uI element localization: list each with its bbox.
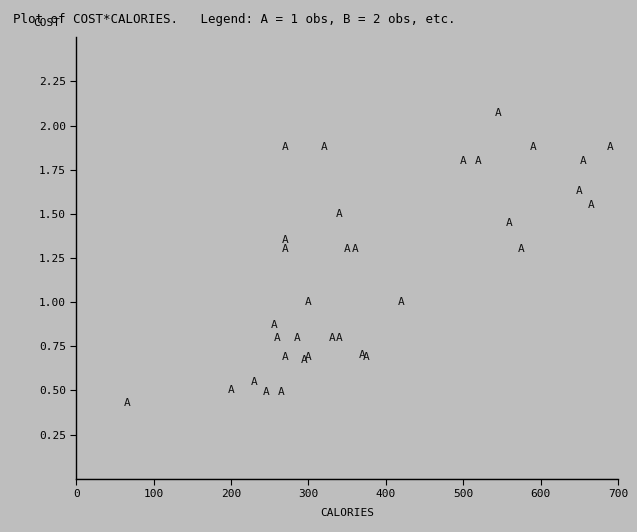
Text: A: A [518,244,525,254]
Text: A: A [529,142,536,152]
Text: A: A [506,218,513,228]
Text: A: A [305,297,312,307]
Text: A: A [270,320,277,330]
Text: A: A [294,332,300,343]
Text: A: A [282,235,289,245]
Text: A: A [336,209,343,219]
Text: A: A [359,350,366,360]
Text: A: A [587,200,594,210]
Text: Plot of COST*CALORIES.   Legend: A = 1 obs, B = 2 obs, etc.: Plot of COST*CALORIES. Legend: A = 1 obs… [13,13,455,26]
Text: A: A [282,352,289,362]
Text: A: A [274,332,281,343]
Text: A: A [344,244,350,254]
Text: A: A [328,332,335,343]
Text: A: A [363,352,370,362]
Text: A: A [336,332,343,343]
Text: A: A [460,156,466,166]
Text: A: A [278,387,285,397]
Text: A: A [282,244,289,254]
Text: A: A [305,352,312,362]
Text: COST: COST [33,19,60,28]
Text: A: A [282,142,289,152]
Text: A: A [251,377,258,387]
Text: A: A [320,142,327,152]
Text: A: A [398,297,404,307]
Text: A: A [580,156,587,166]
Text: A: A [228,386,234,395]
X-axis label: CALORIES: CALORIES [320,508,374,518]
Text: A: A [494,108,501,118]
Text: A: A [576,186,583,196]
Text: A: A [262,387,269,397]
Text: A: A [607,142,613,152]
Text: A: A [301,355,308,365]
Text: A: A [124,398,130,408]
Text: A: A [475,156,482,166]
Text: A: A [352,244,358,254]
